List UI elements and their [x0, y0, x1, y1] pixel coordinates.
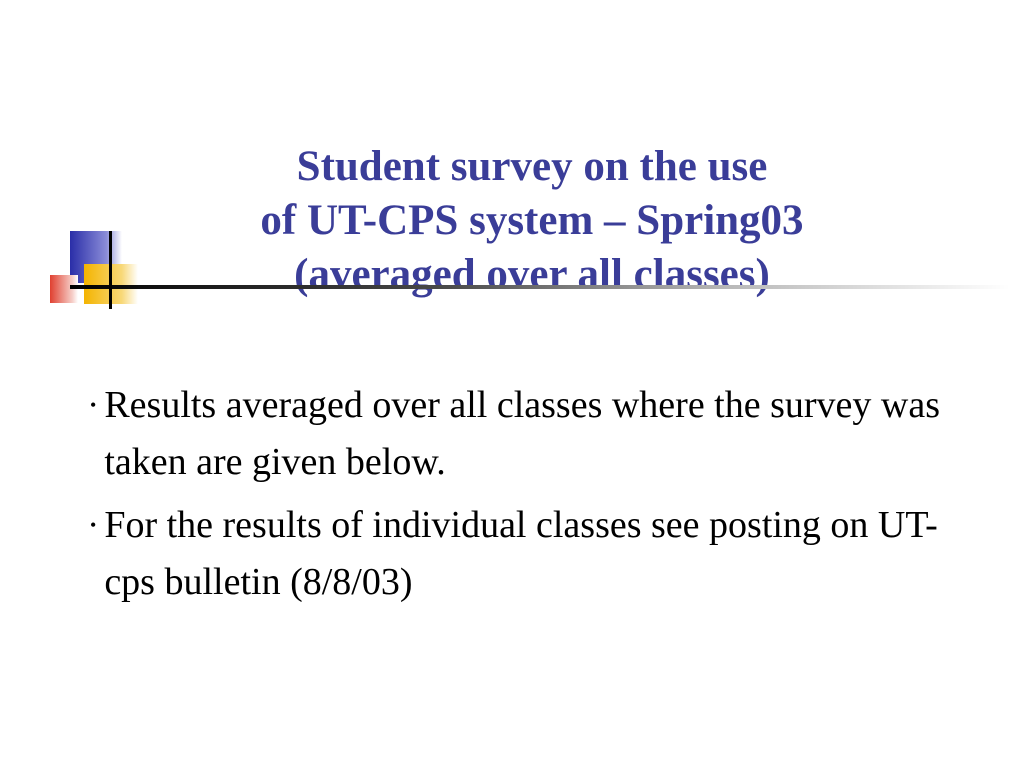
slide: Student survey on the use of UT-CPS syst… [0, 0, 1024, 768]
horizontal-rule [70, 285, 1010, 289]
vertical-rule [109, 231, 112, 309]
red-square-icon [50, 275, 78, 303]
list-item: • For the results of individual classes … [90, 497, 964, 611]
title-line-2: of UT-CPS system – Spring03 [260, 197, 803, 244]
slide-body: • Results averaged over all classes wher… [60, 351, 964, 611]
bullet-text: Results averaged over all classes where … [104, 377, 964, 491]
title-line-1: Student survey on the use [297, 143, 768, 190]
title-decoration [40, 261, 1024, 331]
title-block: Student survey on the use of UT-CPS syst… [60, 140, 964, 301]
bullet-icon: • [90, 497, 96, 553]
bullet-text: For the results of individual classes se… [104, 497, 964, 611]
list-item: • Results averaged over all classes wher… [90, 377, 964, 491]
bullet-icon: • [90, 377, 96, 433]
